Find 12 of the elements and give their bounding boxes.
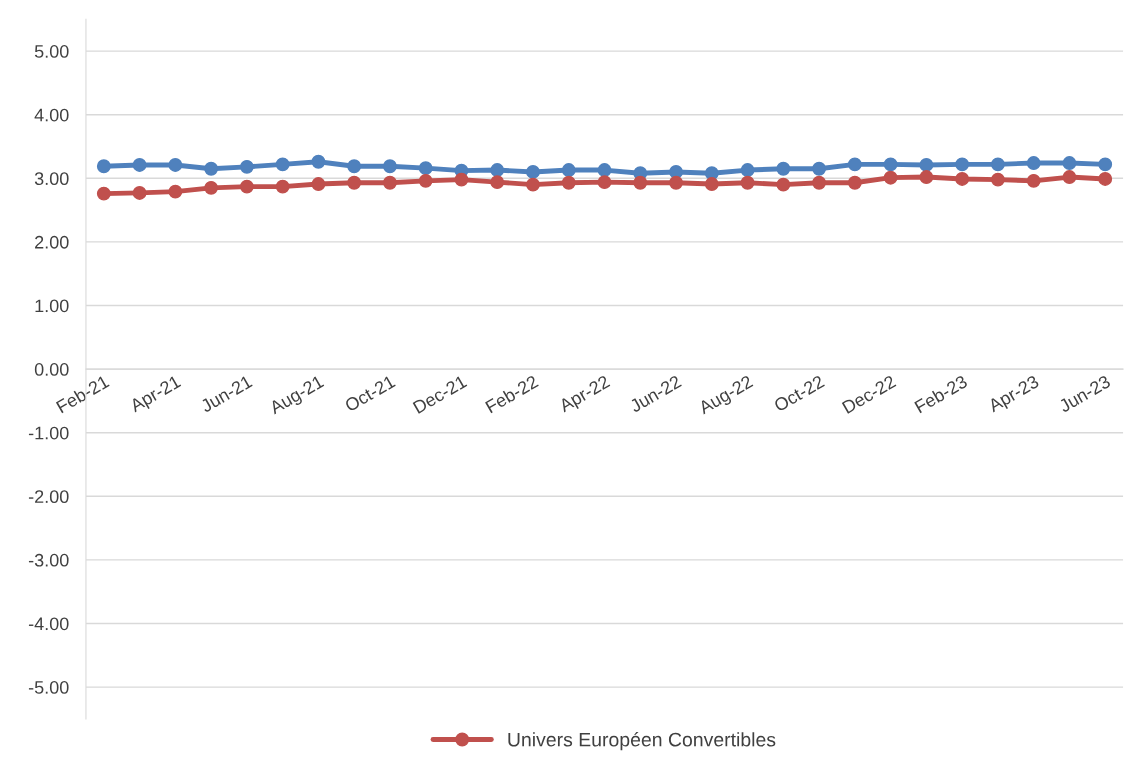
y-tick-label: -3.00	[28, 553, 69, 567]
y-tick-label: -2.00	[28, 490, 69, 504]
y-tick-label: 5.00	[34, 45, 69, 58]
y-tick-label: -4.00	[28, 617, 69, 631]
y-tick-label: 1.00	[35, 299, 69, 313]
y-tick-label: 0.00	[34, 363, 69, 376]
legend-label: Univers Européen Convertibles	[508, 732, 776, 751]
y-tick-label: 2.00	[35, 235, 69, 249]
y-tick-label: 4.00	[34, 108, 69, 122]
y-tick-label: -5.00	[28, 681, 69, 694]
y-tick-label: 3.00	[34, 172, 69, 186]
y-tick-label: -1.00	[28, 426, 69, 440]
